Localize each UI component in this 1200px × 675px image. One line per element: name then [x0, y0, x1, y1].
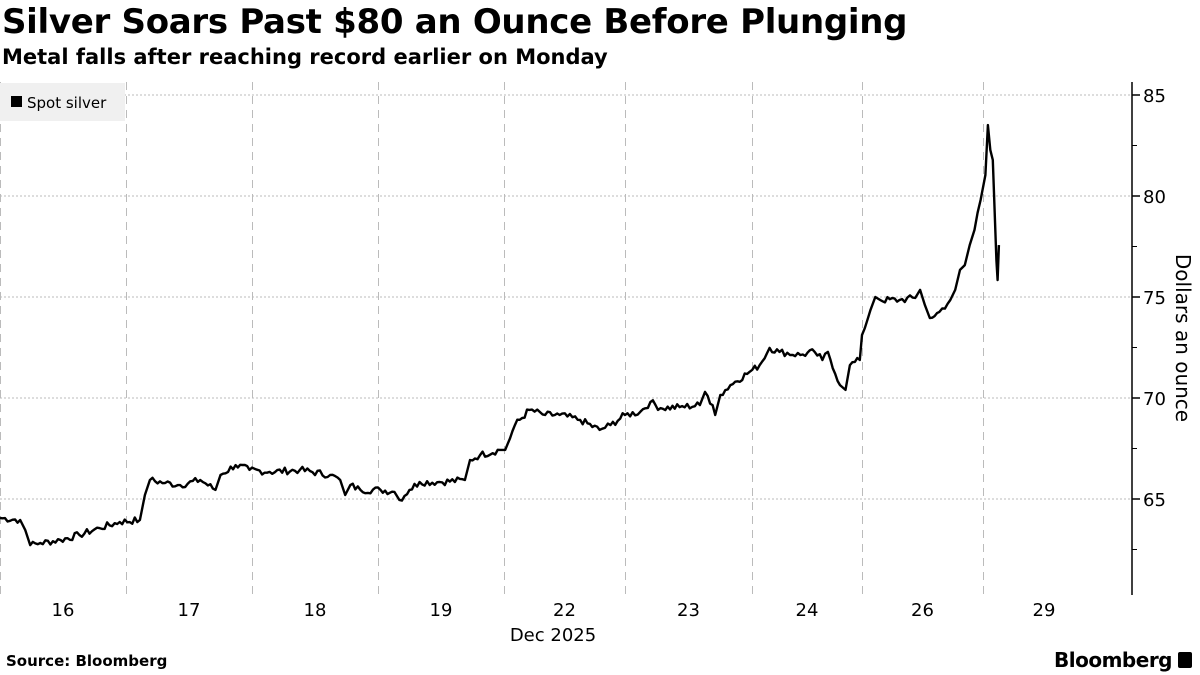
legend-label: Spot silver [27, 94, 107, 112]
bloomberg-logo: Bloomberg [1054, 648, 1192, 672]
x-tick-label: 26 [911, 600, 934, 621]
axes: 65 70 75 80 85 16 17 18 19 22 23 24 26 29 [52, 82, 1166, 621]
series-line-spot-silver [0, 123, 1001, 547]
x-axis-label: Dec 2025 [510, 625, 596, 646]
x-tick-label: 29 [1033, 600, 1056, 621]
x-tick-label: 16 [52, 600, 75, 621]
y-tick-label: 80 [1143, 187, 1166, 208]
x-tick-label: 17 [178, 600, 201, 621]
x-tick-label: 18 [304, 600, 327, 621]
y-tick-label: 65 [1143, 490, 1166, 511]
logo-text: Bloomberg [1054, 648, 1172, 672]
y-tick-label: 75 [1143, 288, 1166, 309]
x-tick-label: 24 [796, 600, 819, 621]
y-tick-label: 70 [1143, 389, 1166, 410]
bloomberg-terminal-icon [1178, 652, 1192, 668]
source-note: Source: Bloomberg [6, 652, 168, 670]
chart-title: Silver Soars Past $80 an Ounce Before Pl… [2, 2, 908, 42]
x-tick-label: 23 [677, 600, 700, 621]
chart-subtitle: Metal falls after reaching record earlie… [2, 45, 608, 69]
y-axis-label: Dollars an ounce [1171, 254, 1195, 422]
x-tick-label: 22 [553, 600, 576, 621]
grid [0, 82, 1132, 595]
legend: Spot silver [0, 83, 125, 121]
y-tick-label: 85 [1143, 86, 1166, 107]
x-tick-label: 19 [430, 600, 453, 621]
legend-swatch [11, 96, 22, 107]
